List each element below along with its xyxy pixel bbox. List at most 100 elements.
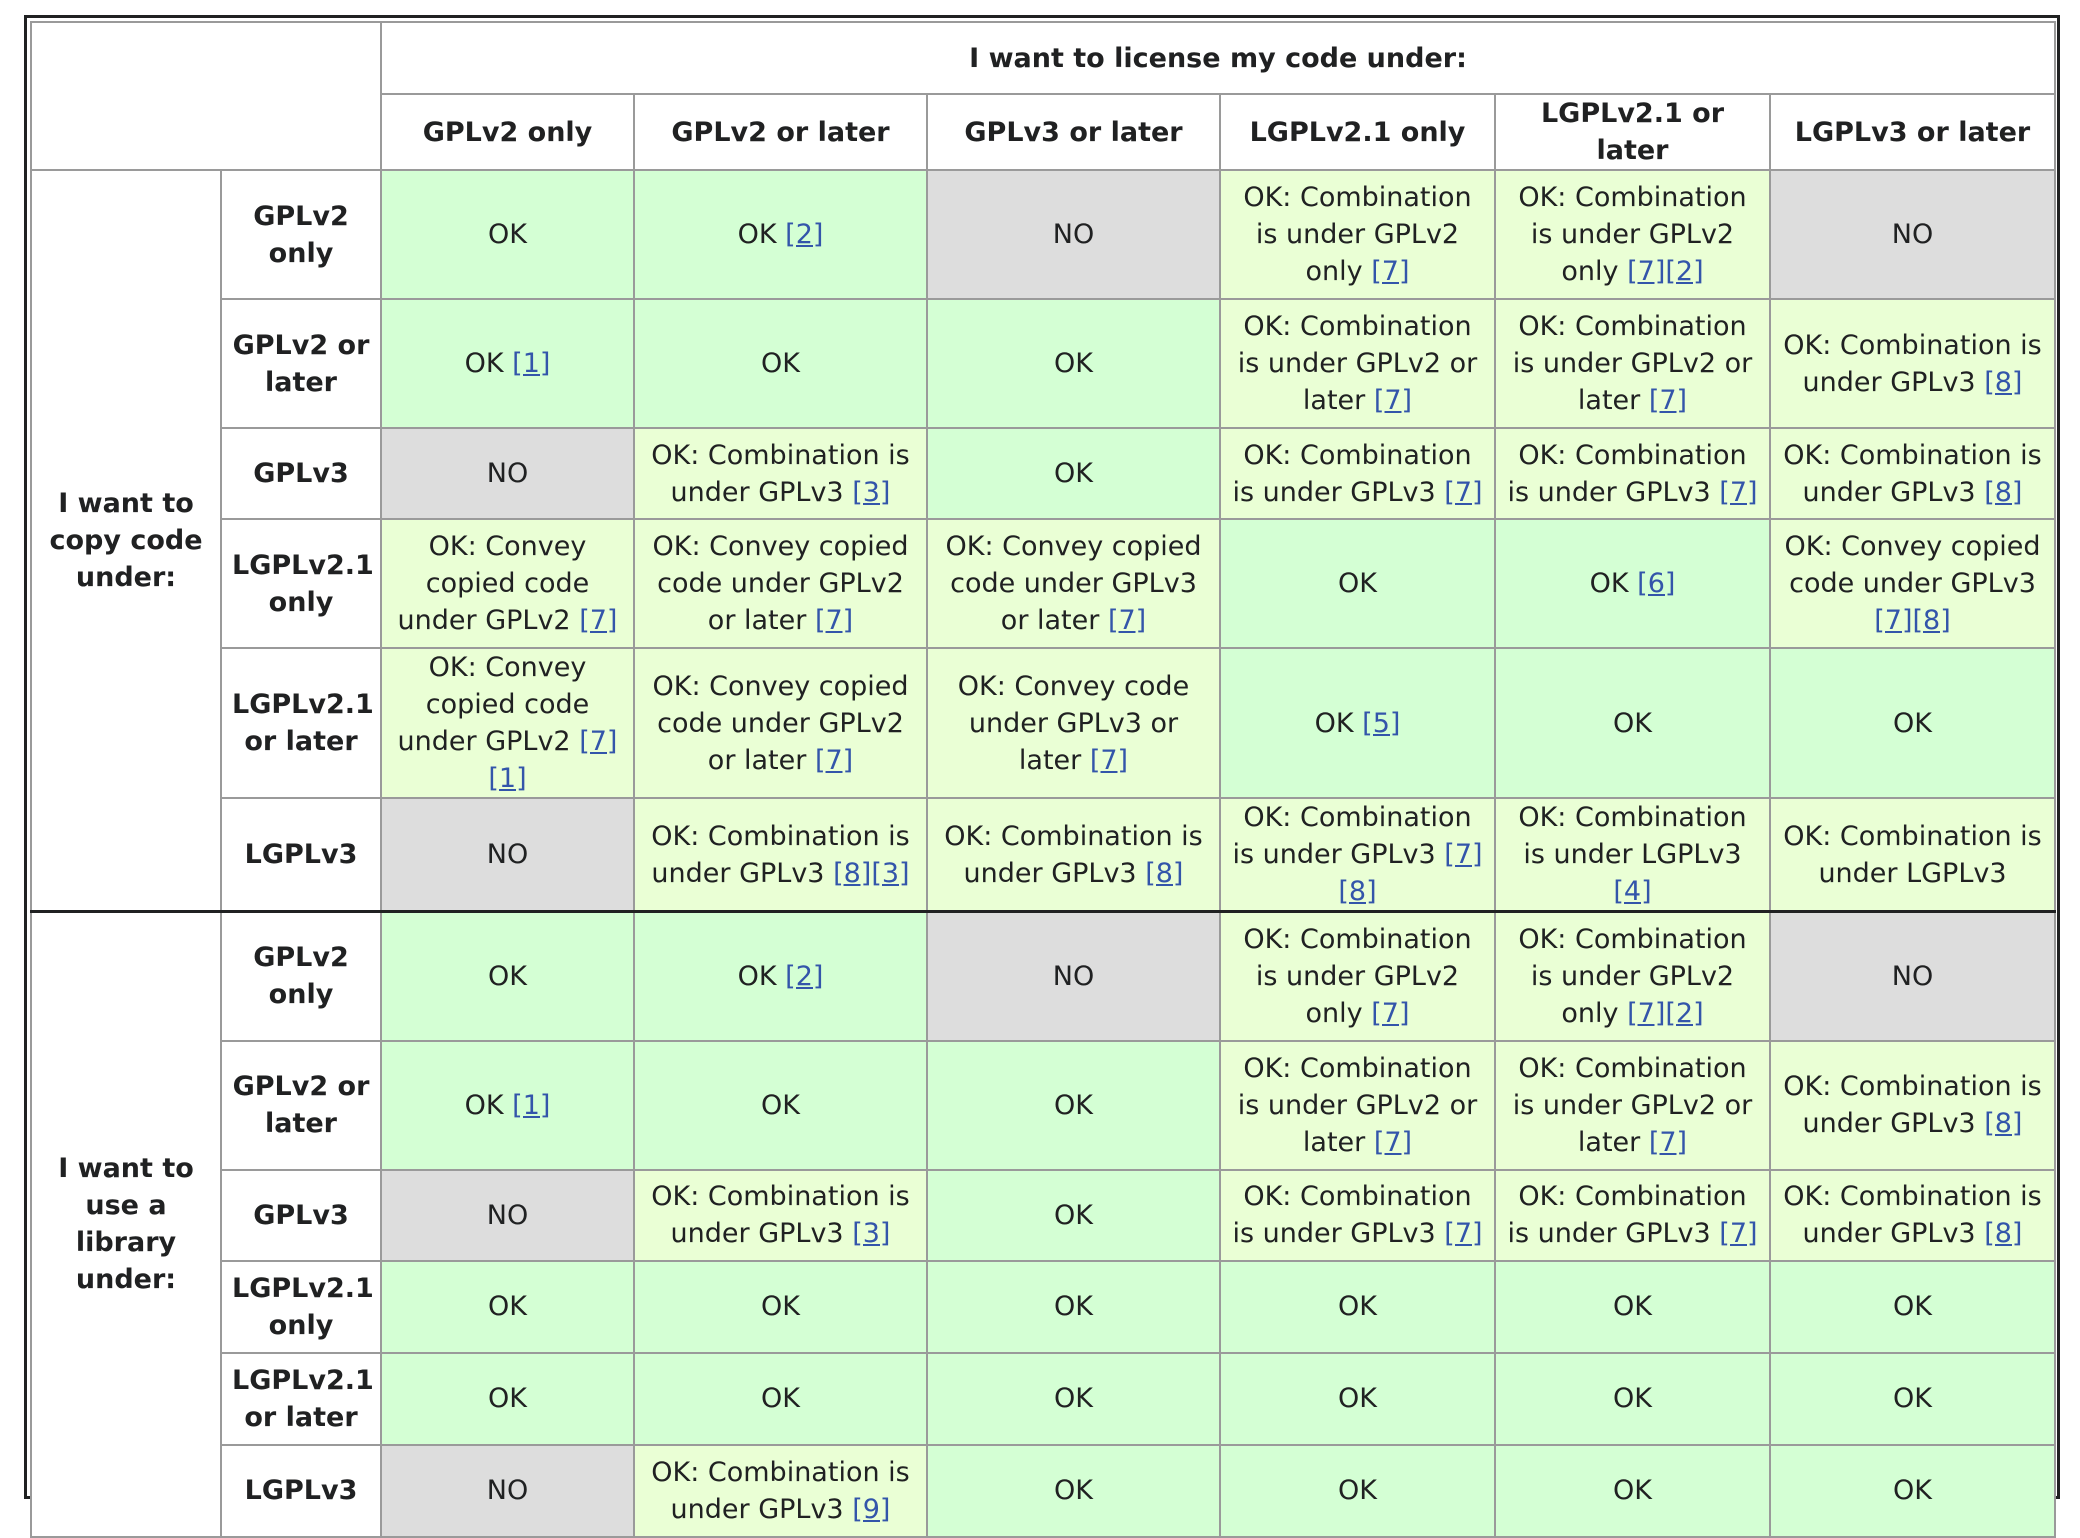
reference-link[interactable]: [7] [579,726,618,757]
column-header-gplv2-or-later: GPLv2 or later [633,93,928,171]
reference-link[interactable]: [7] [814,605,854,636]
reference-link[interactable]: [2] [1665,256,1704,287]
reference-link[interactable]: [1] [488,763,527,794]
cell-text: NO [1052,219,1095,250]
cell-text: OK [1338,1475,1377,1506]
table-cell: OK [1219,1443,1496,1538]
table-cell: OK [2] [633,169,928,300]
column-header-gplv3-or-later: GPLv3 or later [926,93,1221,171]
table-cell: OK [633,298,928,429]
reference-link[interactable]: [1] [512,348,551,379]
reference-link[interactable]: [8] [1984,1108,2023,1139]
table-row: LGPLv2.1 only OK OK OK OK OK OK [31,1259,2056,1354]
cell-text: OK: Combination is under GPLv3 [1507,439,1747,508]
reference-link[interactable]: [6] [1637,568,1676,599]
cell-text: OK [1338,568,1377,599]
reference-link[interactable]: [2] [1665,997,1704,1029]
reference-link[interactable]: [7] [1373,385,1413,416]
reference-link[interactable]: [4] [1613,876,1652,907]
reference-link[interactable]: [7] [1371,256,1410,287]
reference-link[interactable]: [7] [1089,744,1129,776]
reference-link[interactable]: [7] [1719,1218,1758,1249]
cell-text: OK: Convey copied code under GPLv2 [397,531,590,636]
reference-link[interactable]: [8] [1984,476,2023,508]
table-cell: OK: Combination is under GPLv3 [8] [1769,427,2056,520]
reference-link[interactable]: [7] [1444,476,1483,508]
cell-text: OK: Combination is under GPLv2 or later [1237,311,1478,416]
reference-link[interactable]: [3] [852,476,891,508]
reference-link[interactable]: [8] [1912,605,1951,636]
cell-text: OK: Combination is under GPLv3 [1783,1181,2042,1249]
cell-text: OK: Convey copied code under GPLv3 or la… [945,531,1202,636]
reference-link[interactable]: [7] [1874,605,1913,636]
reference-link[interactable]: [2] [785,960,824,992]
reference-link[interactable]: [7] [1648,385,1688,416]
reference-link[interactable]: [7] [1371,997,1410,1029]
table-cell: NO [380,1443,635,1538]
reference-link[interactable]: [7] [814,744,854,776]
cell-text: OK: Combination is under GPLv2 only [1243,182,1472,287]
table-cell: OK: Combination is under GPLv2 or later … [1219,1039,1496,1171]
reference-link[interactable]: [8] [1984,366,2023,398]
reference-link[interactable]: [7] [1648,1126,1688,1158]
column-header-lgplv3-or-later: LGPLv3 or later [1769,93,2056,171]
reference-link[interactable]: [8] [1338,876,1377,907]
table-cell: OK [1769,1259,2056,1354]
reference-link[interactable]: [7] [1719,476,1758,508]
table-cell: OK [926,1259,1221,1354]
table-cell: OK [5] [1219,647,1496,799]
reference-link[interactable]: [7] [1373,1126,1413,1158]
table-cell: OK: Convey copied code under GPLv2 or la… [633,647,928,799]
table-cell: OK: Combination is under GPLv2 or later … [1219,298,1496,429]
cell-text: OK [1054,1475,1093,1506]
cell-text: OK: Convey copied code under GPLv2 or la… [652,531,909,636]
cell-text: OK: Combination is under GPLv3 [651,1181,910,1249]
table-cell: OK [380,1351,635,1446]
reference-link[interactable]: [8] [1145,857,1184,889]
reference-link[interactable]: [2] [785,219,824,250]
table-cell: OK: Combination is under GPLv2 or later … [1494,298,1771,429]
reference-link[interactable]: [7] [1444,1218,1483,1249]
table-cell: OK: Combination is under GPLv2 only [7][… [1494,169,1771,300]
reference-link[interactable]: [3] [852,1218,891,1249]
reference-link[interactable]: [8] [833,857,872,889]
reference-link[interactable]: [8] [1984,1218,2023,1249]
table-cell: OK [2] [633,910,928,1042]
reference-link[interactable]: [7] [1627,256,1666,287]
table-cell: OK: Combination is under GPLv3 [3] [633,427,928,520]
table-cell: OK: Convey copied code under GPLv2 [7] [380,518,635,649]
reference-link[interactable]: [7] [1627,997,1666,1029]
reference-link[interactable]: [7] [579,605,618,636]
cell-text: OK [1314,707,1354,739]
table-cell: OK: Combination is under GPLv3 [7] [1494,1168,1771,1262]
row-header-gplv2-only: GPLv2 only [220,169,382,300]
table-cell: OK: Convey copied code under GPLv3 [7][8… [1769,518,2056,649]
table-cell: OK: Combination is under LGPLv3 [4] [1494,797,1771,913]
table-cell: OK: Combination is under GPLv3 [3] [633,1168,928,1262]
cell-text: NO [1052,960,1095,992]
table-cell: OK: Combination is under GPLv3 [9] [633,1443,928,1538]
table-body: I want to copy code under: GPLv2 only OK OK… [30,169,2056,1538]
table-cell: OK [1769,647,2056,799]
cell-text: OK [1054,458,1093,489]
reference-link[interactable]: [5] [1362,707,1401,739]
table-cell: OK [926,1168,1221,1262]
reference-link[interactable]: [1] [512,1089,551,1121]
table-cell: OK [1769,1443,2056,1538]
table-cell: NO [380,427,635,520]
reference-link[interactable]: [3] [871,857,910,889]
column-header-lgplv2-1-or-later: LGPLv2.1 or later [1494,93,1771,171]
cell-text: OK: Convey code under GPLv3 or later [957,670,1190,776]
reference-link[interactable]: [9] [852,1493,891,1525]
cell-text: OK: Combination is under GPLv3 [651,820,910,889]
reference-link[interactable]: [7] [1107,605,1147,636]
cell-text: OK: Combination is under GPLv3 [651,439,910,508]
group-header-copy-code: I want to copy code under: [30,169,222,913]
cell-text: OK [1054,1291,1093,1322]
table-row: LGPLv2.1 or later OK: Convey copied code … [31,647,2056,799]
table-cell: OK: Combination is under GPLv2 only [7] [1219,169,1496,300]
table-cell: OK: Combination is under GPLv3 [7] [8] [1219,797,1496,913]
row-header-gplv2-or-later: GPLv2 or later [220,298,382,429]
reference-link[interactable]: [7] [1444,839,1483,870]
cell-text: OK [737,960,777,992]
